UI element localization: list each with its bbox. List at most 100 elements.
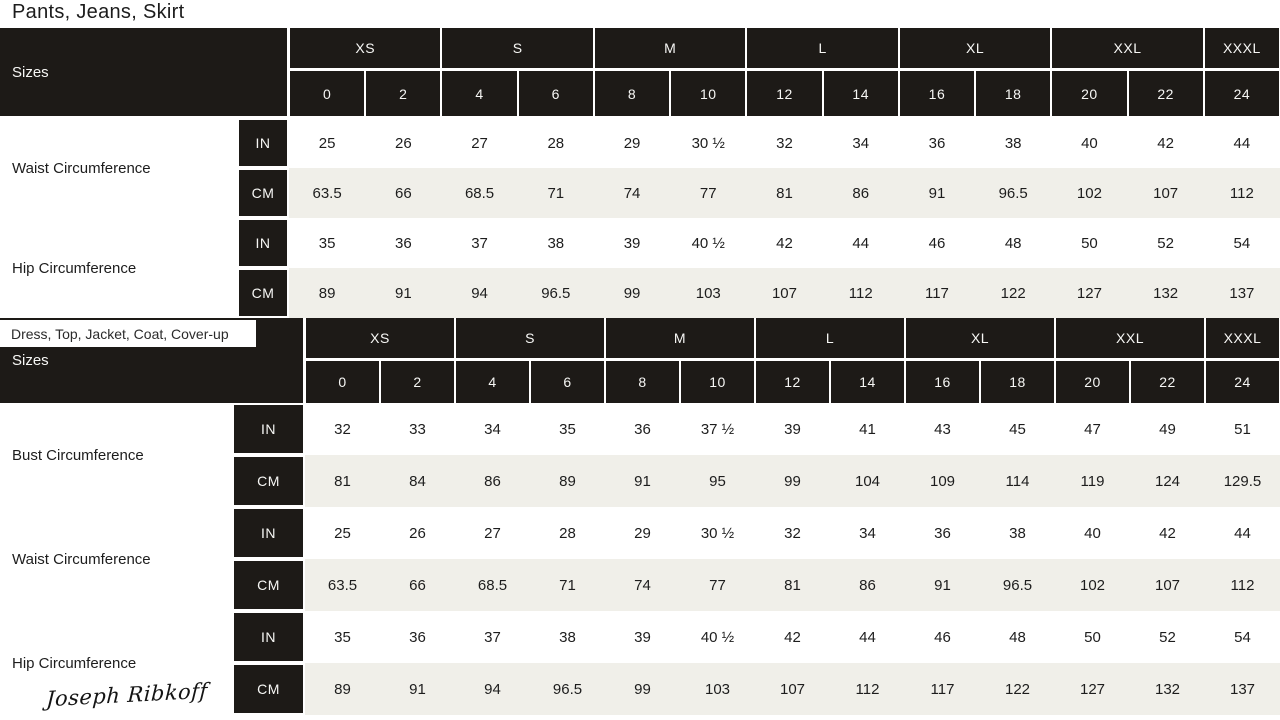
value-cell: 86 [859, 576, 876, 594]
value-cell: 35 [559, 420, 576, 438]
unit-cell: IN [232, 507, 305, 559]
value-cell: 107 [1153, 184, 1179, 202]
size-number-cell: 0 [290, 71, 365, 116]
value-cell: 40 ½ [700, 628, 735, 646]
value-cell: 30 ½ [691, 134, 725, 152]
value-cell: 114 [1005, 472, 1030, 490]
value-cell: 137 [1229, 680, 1256, 698]
value-cell: 46 [934, 628, 951, 646]
value-cell: 86 [852, 184, 870, 202]
value-cell: 68.5 [464, 184, 495, 202]
value-cell: 71 [559, 576, 576, 594]
row-stripe [237, 168, 1280, 218]
value-cell: 34 [484, 420, 501, 438]
unit-cell: CM [237, 168, 289, 218]
value-cell: 77 [709, 576, 726, 594]
row-stripe [232, 559, 1280, 611]
value-cell: 96.5 [998, 184, 1028, 202]
measurement-label: Hip Circumference [12, 654, 137, 672]
value-cell: 32 [776, 134, 793, 152]
value-cell: 81 [776, 184, 793, 202]
value-cell: 66 [394, 184, 412, 202]
unit-cell: IN [232, 611, 305, 663]
value-cell: 89 [318, 284, 336, 302]
brand-logo: Joseph Ribkoff [45, 678, 209, 712]
value-cell: 45 [1009, 420, 1026, 438]
table2-title: Dress, Top, Jacket, Coat, Cover-up [0, 320, 256, 347]
value-cell: 89 [334, 680, 351, 698]
value-cell: 42 [1159, 524, 1176, 542]
size-number-cell: 14 [823, 71, 898, 116]
value-cell: 52 [1159, 628, 1176, 646]
measurement-label: Waist Circumference [12, 550, 151, 568]
value-cell: 27 [471, 134, 488, 152]
measurement-label: Bust Circumference [12, 446, 144, 464]
value-cell: 34 [859, 524, 876, 542]
size-number-cell: 12 [747, 71, 822, 116]
value-cell: 81 [334, 472, 351, 490]
value-cell: 25 [318, 134, 336, 152]
value-cell: 103 [695, 284, 721, 302]
value-cell: 38 [547, 234, 565, 252]
value-cell: 43 [934, 420, 951, 438]
size-group-cell: XXXL [1204, 28, 1279, 68]
value-cell: 63.5 [327, 576, 358, 594]
size-number-cell: 24 [1204, 71, 1279, 116]
value-cell: 33 [409, 420, 426, 438]
row-stripe [237, 268, 1280, 318]
size-number-cell: 2 [381, 361, 454, 403]
value-cell: 107 [1154, 576, 1181, 594]
size-group-cell: XS [306, 318, 454, 358]
value-cell: 77 [699, 184, 717, 202]
value-cell: 137 [1229, 284, 1255, 302]
value-cell: 51 [1234, 420, 1251, 438]
size-group-cell: S [456, 318, 604, 358]
size-number-cell: 10 [671, 71, 746, 116]
row-stripe [232, 663, 1280, 715]
unit-cell: IN [232, 403, 305, 455]
value-cell: 102 [1079, 576, 1106, 594]
value-cell: 44 [1234, 524, 1251, 542]
unit-cell: CM [232, 663, 305, 715]
value-cell: 99 [623, 284, 641, 302]
size-number-cell: 14 [831, 361, 904, 403]
value-cell: 104 [854, 472, 881, 490]
value-cell: 81 [784, 576, 801, 594]
value-cell: 38 [559, 628, 576, 646]
value-cell: 40 [1081, 134, 1098, 152]
size-number-cell: 2 [366, 71, 441, 116]
value-cell: 42 [776, 234, 793, 252]
value-cell: 28 [559, 524, 576, 542]
value-cell: 124 [1154, 472, 1181, 490]
size-group-cell: L [756, 318, 904, 358]
value-cell: 68.5 [477, 576, 508, 594]
value-cell: 112 [855, 680, 880, 698]
size-number-cell: 16 [899, 71, 975, 116]
value-cell: 95 [709, 472, 726, 490]
value-cell: 54 [1233, 234, 1251, 252]
size-group-cell: S [442, 28, 593, 68]
size-number-cell: 20 [1056, 361, 1129, 403]
value-cell: 117 [924, 284, 949, 302]
size-group-cell: M [594, 28, 746, 68]
value-cell: 63.5 [312, 184, 342, 202]
size-number-cell: 0 [306, 361, 379, 403]
value-cell: 26 [394, 134, 412, 152]
sizes-header-block: Sizes [0, 28, 287, 116]
value-cell: 32 [334, 420, 351, 438]
value-cell: 49 [1159, 420, 1176, 438]
size-number-cell: 6 [531, 361, 604, 403]
unit-cell: CM [237, 268, 289, 318]
value-cell: 122 [1000, 284, 1026, 302]
value-cell: 50 [1084, 628, 1101, 646]
value-cell: 35 [318, 234, 336, 252]
value-cell: 109 [929, 472, 956, 490]
value-cell: 28 [547, 134, 565, 152]
unit-cell: CM [232, 559, 305, 611]
measurement-label: Waist Circumference [12, 159, 151, 177]
value-cell: 29 [623, 134, 641, 152]
value-cell: 129.5 [1223, 472, 1262, 490]
value-cell: 107 [771, 284, 797, 302]
